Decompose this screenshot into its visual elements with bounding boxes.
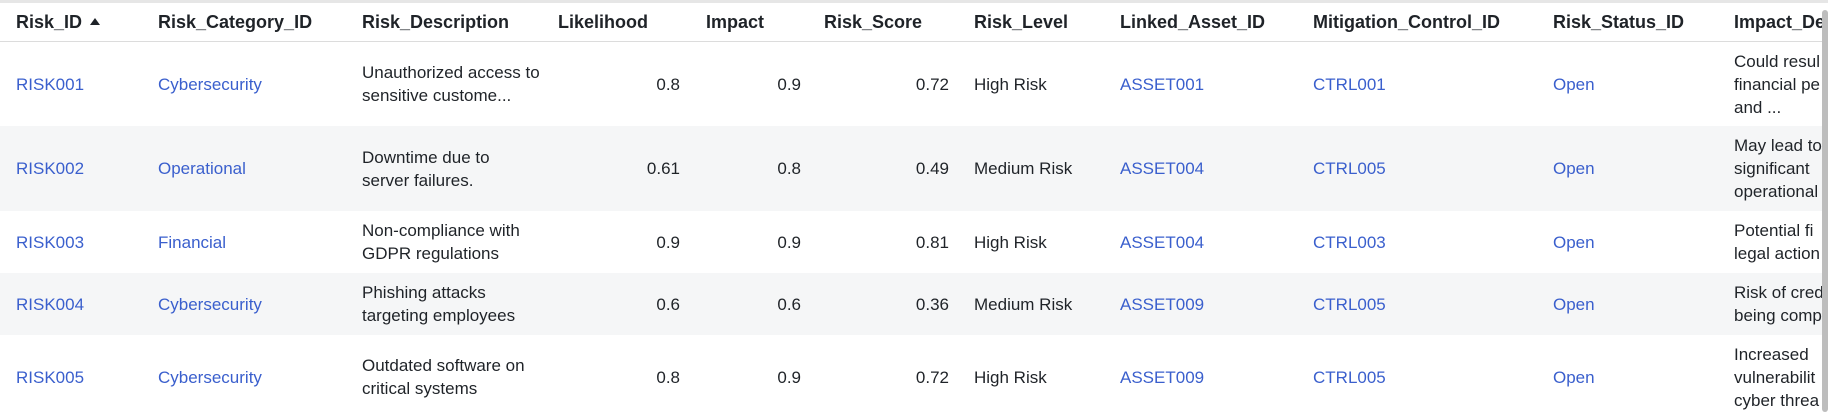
impact-description-line: legal action [1734, 244, 1821, 263]
table-row[interactable]: RISK003 Financial Non-compliance with GD… [0, 211, 1828, 273]
mitigation-control-link[interactable]: CTRL003 [1313, 232, 1386, 252]
risk-score-value: 0.72 [915, 367, 949, 387]
impact-description-line: being comp [1734, 306, 1822, 325]
risk-score-value: 0.36 [915, 294, 949, 314]
column-header-label: Risk_ID [16, 12, 83, 32]
risk-status-link[interactable]: Open [1553, 232, 1595, 252]
impact-value: 0.9 [777, 74, 801, 94]
risk-level: Medium Risk [974, 159, 1073, 178]
impact-description: May lead to significant operational [1734, 126, 1828, 211]
risk-description: Outdated software on critical systems [362, 356, 525, 398]
risk-score-value: 0.49 [915, 159, 949, 178]
likelihood-value: 0.8 [656, 74, 680, 94]
risk-status-link[interactable]: Open [1553, 159, 1595, 178]
column-header-impact-description[interactable]: Impact_De [1734, 12, 1826, 32]
column-header-linked-asset-id[interactable]: Linked_Asset_ID [1120, 12, 1266, 32]
table-row[interactable]: RISK005 Cybersecurity Outdated software … [0, 335, 1828, 412]
column-header-impact[interactable]: Impact [706, 12, 765, 32]
table-row[interactable]: RISK001 Cybersecurity Unauthorized acces… [0, 42, 1828, 126]
impact-description-line: May lead to [1734, 136, 1822, 155]
linked-asset-link[interactable]: ASSET001 [1120, 74, 1205, 94]
risk-category-link[interactable]: Cybersecurity [158, 294, 262, 314]
risk-status-link[interactable]: Open [1553, 367, 1595, 387]
vertical-scrollbar[interactable] [1822, 10, 1828, 412]
column-header-likelihood[interactable]: Likelihood [558, 12, 648, 32]
risk-category-link[interactable]: Cybersecurity [158, 367, 262, 387]
linked-asset-link[interactable]: ASSET004 [1120, 159, 1205, 178]
likelihood-value: 0.61 [646, 159, 680, 178]
risk-category-link[interactable]: Operational [158, 159, 246, 178]
impact-value: 0.8 [777, 159, 801, 178]
risk-description: Non-compliance with GDPR regulations [362, 221, 520, 263]
column-header-risk-status-id[interactable]: Risk_Status_ID [1553, 12, 1685, 32]
impact-description: Risk of cred being comp [1734, 273, 1828, 335]
risk-id-link[interactable]: RISK002 [16, 159, 85, 178]
table-header: Risk_ID Risk_Category_ID Risk_Descriptio… [0, 3, 1828, 42]
risk-level: Medium Risk [974, 294, 1073, 314]
likelihood-value: 0.9 [656, 232, 680, 252]
impact-description-line: operational [1734, 182, 1819, 201]
mitigation-control-link[interactable]: CTRL001 [1313, 74, 1386, 94]
impact-description-line: Potential fi [1734, 221, 1814, 240]
impact-description-line: financial pe [1734, 74, 1821, 94]
table-row[interactable]: RISK004 Cybersecurity Phishing attacks t… [0, 273, 1828, 335]
risk-description: Downtime due to server failures. [362, 147, 490, 190]
mitigation-control-link[interactable]: CTRL005 [1313, 294, 1386, 314]
column-header-risk-score[interactable]: Risk_Score [824, 12, 923, 32]
mitigation-control-link[interactable]: CTRL005 [1313, 367, 1386, 387]
column-header-risk-id[interactable]: Risk_ID [16, 3, 101, 41]
impact-description-line: Increased [1734, 344, 1809, 364]
risk-id-link[interactable]: RISK003 [16, 232, 85, 252]
risk-level: High Risk [974, 232, 1047, 252]
risk-status-link[interactable]: Open [1553, 74, 1595, 94]
impact-description-line: and ... [1734, 97, 1782, 117]
risk-description: Phishing attacks targeting employees [362, 283, 516, 325]
risk-status-link[interactable]: Open [1553, 294, 1595, 314]
top-divider [0, 0, 1828, 3]
risk-id-link[interactable]: RISK005 [16, 367, 85, 387]
column-header-risk-category-id[interactable]: Risk_Category_ID [158, 12, 313, 32]
impact-description: Increased vulnerabilit cyber threa [1734, 335, 1828, 412]
column-header-risk-level[interactable]: Risk_Level [974, 12, 1069, 32]
linked-asset-link[interactable]: ASSET004 [1120, 232, 1205, 252]
risk-score-value: 0.72 [915, 74, 949, 94]
risk-score-value: 0.81 [915, 232, 949, 252]
risk-level: High Risk [974, 367, 1047, 387]
impact-description-line: cyber threa [1734, 390, 1820, 410]
risk-description: Unauthorized access to sensitive custome… [362, 63, 540, 105]
risk-id-link[interactable]: RISK004 [16, 294, 85, 314]
impact-value: 0.9 [777, 232, 801, 252]
column-header-mitigation-control-id[interactable]: Mitigation_Control_ID [1313, 12, 1500, 32]
risk-category-link[interactable]: Cybersecurity [158, 74, 262, 94]
impact-description-line: Could resul [1734, 51, 1820, 71]
impact-description: Could resul financial pe and ... [1734, 42, 1828, 126]
impact-description-line: Risk of cred [1734, 283, 1824, 302]
linked-asset-link[interactable]: ASSET009 [1120, 294, 1205, 314]
likelihood-value: 0.6 [656, 294, 680, 314]
impact-value: 0.9 [777, 367, 801, 387]
impact-description: Potential fi legal action [1734, 211, 1828, 273]
risk-id-link[interactable]: RISK001 [16, 74, 85, 94]
column-header-risk-description[interactable]: Risk_Description [362, 12, 510, 32]
sort-ascending-icon[interactable] [90, 17, 101, 25]
impact-description-line: significant [1734, 159, 1810, 178]
risk-level: High Risk [974, 74, 1047, 94]
impact-value: 0.6 [777, 294, 801, 314]
likelihood-value: 0.8 [656, 367, 680, 387]
linked-asset-link[interactable]: ASSET009 [1120, 367, 1205, 387]
mitigation-control-link[interactable]: CTRL005 [1313, 159, 1386, 178]
risk-category-link[interactable]: Financial [158, 232, 227, 252]
impact-description-line: vulnerabilit [1734, 367, 1816, 387]
table-row[interactable]: RISK002 Operational Downtime due to serv… [0, 126, 1828, 211]
